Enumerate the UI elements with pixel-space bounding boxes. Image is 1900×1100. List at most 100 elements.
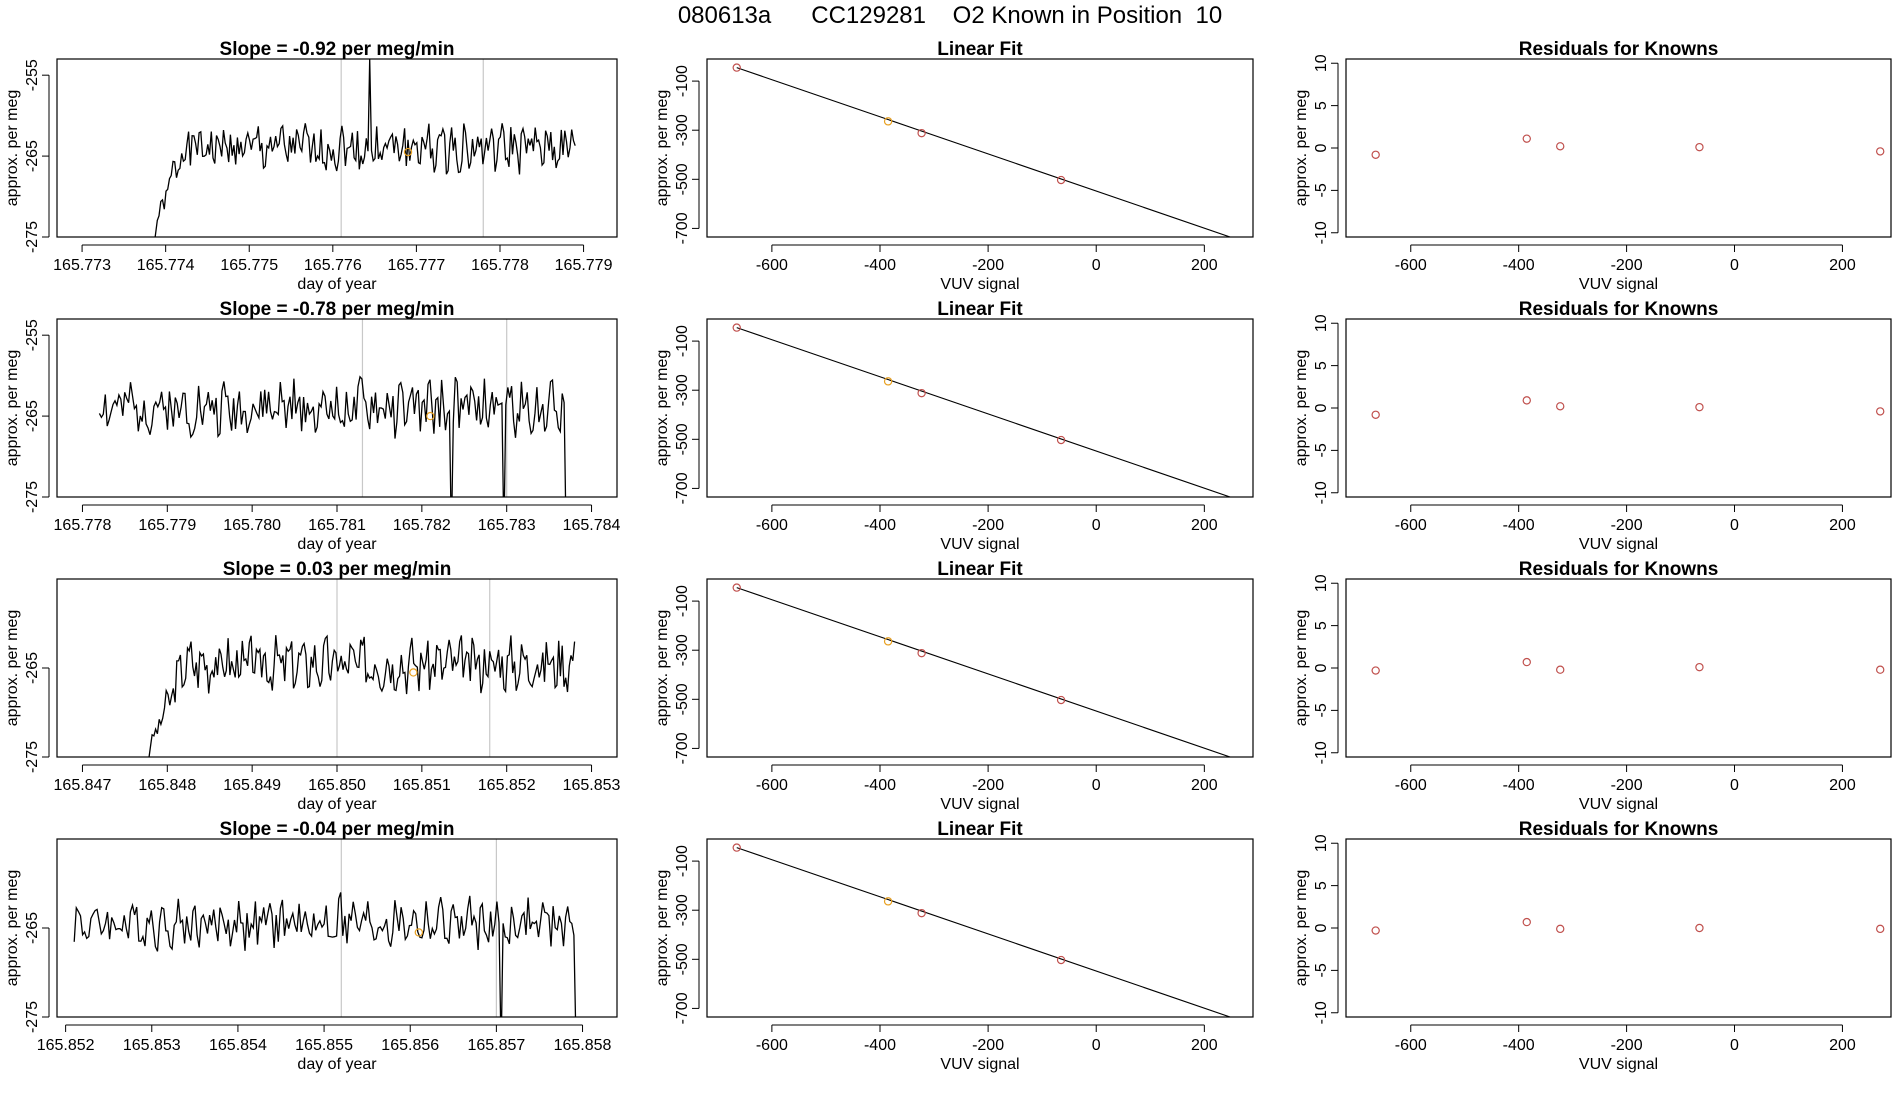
x-tick-label: 165.781 [308,517,366,534]
plot-area [1371,917,1885,935]
panel-title: Linear Fit [937,819,1023,840]
y-tick-label: -100 [674,585,691,617]
plot-area [1371,657,1885,675]
x-tick-label: -200 [972,777,1004,794]
plot-frame [56,578,618,758]
data-point [1695,662,1704,672]
panel-title: Residuals for Knowns [1519,299,1719,320]
y-tick-label: -275 [24,481,41,513]
panel-title: Residuals for Knowns [1519,559,1719,580]
x-axis-label: VUV signal [940,276,1019,293]
data-point [1876,407,1885,416]
y-axis-label: approx. per meg [4,90,21,207]
data-point [883,377,893,386]
data-point [1695,402,1704,412]
x-tick-label: -200 [1611,257,1643,274]
panel-1-2: Linear Fit -600 -400 -200 0 200 VUV signal -100… [654,39,1254,293]
x-tick-label: -400 [1503,517,1535,534]
plot-frame [706,578,1254,758]
panel-2-1: Slope = -0.78 per meg/min 165.778 165.779 1… [4,299,621,553]
x-tick-label: 165.778 [471,257,529,274]
x-tick-label: 200 [1829,1037,1856,1054]
data-point [1556,142,1565,151]
data-point [1556,924,1565,934]
x-tick-label: 0 [1092,777,1101,794]
x-tick-label: -400 [1503,777,1535,794]
x-tick-label: 165.852 [478,777,536,794]
x-tick-label: 165.784 [563,517,621,534]
y-tick-label: -275 [24,221,41,253]
x-tick-label: -200 [1611,517,1643,534]
x-tick-label: 165.856 [381,1037,439,1054]
data-point [1695,142,1704,152]
y-tick-label: -5 [1313,703,1330,717]
x-tick-label: 165.857 [467,1037,525,1054]
y-tick-label: -700 [674,472,691,504]
y-tick-label: 5 [1313,621,1330,630]
panel-title: Slope = -0.92 per meg/min [220,39,455,60]
known-point-marker [409,668,418,677]
plot-area [154,59,576,237]
x-tick-label: 165.858 [554,1037,612,1054]
data-point [1876,924,1885,934]
fit-line [736,587,1232,757]
x-tick-label: -200 [972,517,1004,534]
y-tick-label: -10 [1313,741,1330,764]
panel-4-1: Slope = -0.04 per meg/min 165.852 165.853 1… [4,819,618,1073]
x-tick-label: 165.853 [123,1037,181,1054]
panel-title: Slope = 0.03 per meg/min [223,559,452,580]
y-tick-label: -265 [24,912,41,944]
panel-3-3: Residuals for Knowns -600 -400 -200 0 200 VUV … [1293,559,1892,813]
x-tick-label: 165.780 [223,517,281,534]
data-point [1522,396,1531,405]
data-point [1522,917,1531,927]
x-axis-label: VUV signal [940,1056,1019,1073]
x-tick-label: 165.779 [138,517,196,534]
fit-line [736,67,1232,237]
x-tick-label: 165.849 [223,777,281,794]
x-tick-label: -600 [756,1037,788,1054]
x-tick-label: 165.850 [308,777,366,794]
x-tick-label: 165.847 [54,777,112,794]
data-point [883,897,893,906]
y-tick-label: -100 [674,845,691,877]
plot-frame [1345,838,1892,1018]
x-axis-label: day of year [297,1056,377,1073]
y-tick-label: -265 [24,400,41,432]
x-tick-label: -600 [1395,777,1427,794]
x-tick-label: -400 [864,257,896,274]
y-tick-label: -5 [1313,963,1330,977]
panel-title: Residuals for Knowns [1519,819,1719,840]
y-tick-label: 10 [1313,834,1330,852]
y-tick-label: 0 [1313,403,1330,412]
x-tick-label: 165.776 [304,257,362,274]
y-tick-label: -265 [24,140,41,172]
plot-area [1371,134,1885,159]
data-point [1371,150,1380,159]
y-tick-label: 0 [1313,663,1330,672]
panel-1-3: Residuals for Knowns -600 -400 -200 0 200 VUV … [1293,39,1892,293]
panel-4-2: Linear Fit -600 -400 -200 0 200 VUV signal -100… [654,819,1254,1073]
series-line [98,375,567,497]
y-tick-label: -500 [674,163,691,195]
x-axis-label: VUV signal [1579,536,1658,553]
x-tick-label: -600 [756,517,788,534]
y-axis-label: approx. per meg [4,350,21,467]
panel-title: Linear Fit [937,39,1023,60]
y-tick-label: -275 [24,741,41,773]
y-tick-label: -265 [24,652,41,684]
data-point [883,117,893,126]
panel-title: Linear Fit [937,299,1023,320]
y-tick-label: -700 [674,732,691,764]
plot-frame [706,58,1254,238]
plot-area [732,323,1243,497]
y-tick-label: -100 [674,325,691,357]
x-tick-label: 165.854 [209,1037,267,1054]
series-line [148,634,576,757]
plot-area [732,63,1243,237]
plot-frame [1345,578,1892,758]
data-point [1241,756,1243,757]
x-tick-label: 165.778 [54,517,112,534]
plot-area [73,892,577,1017]
x-tick-label: 165.852 [37,1037,95,1054]
